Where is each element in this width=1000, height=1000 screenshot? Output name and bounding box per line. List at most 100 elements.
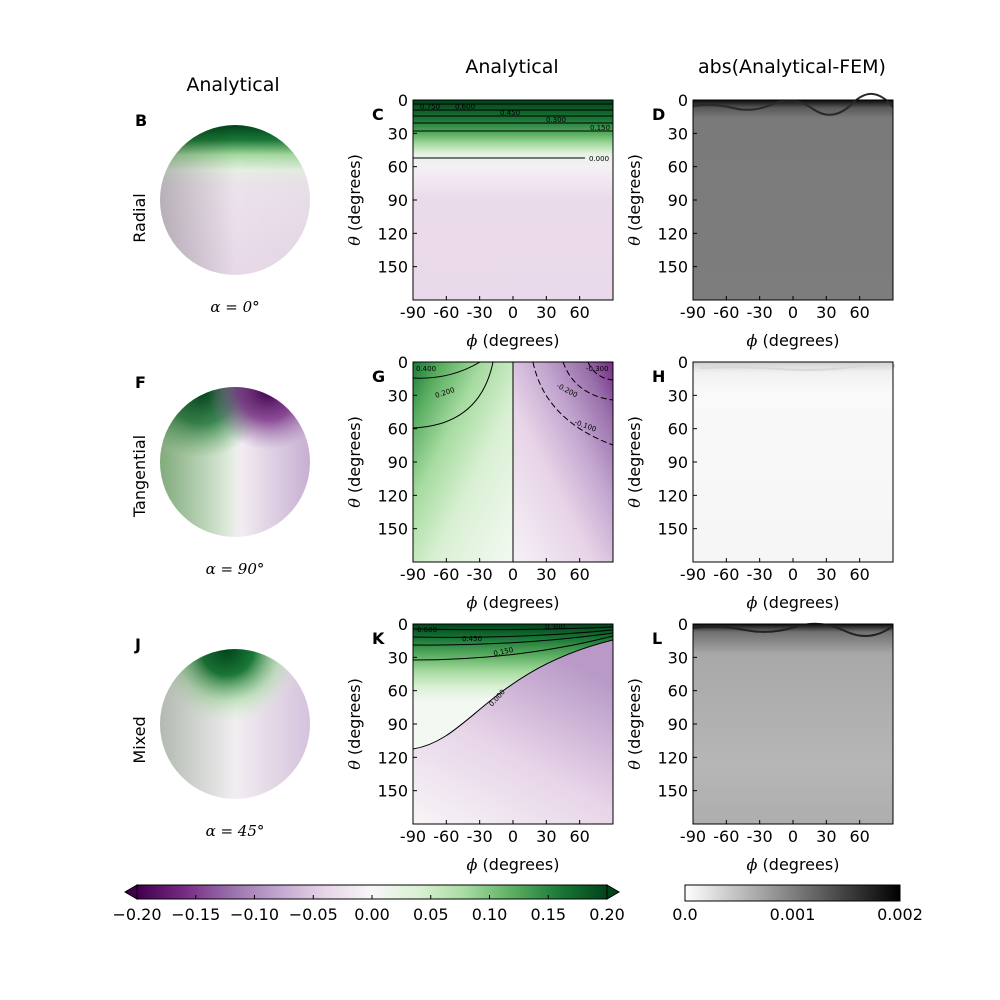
y-axis-text: (degrees) [345, 678, 364, 755]
x-tick-label: -60 [433, 565, 459, 584]
contour-K-0.60 [413, 626, 613, 631]
x-tick-label: -30 [747, 827, 773, 846]
panel-letter-K: K [372, 629, 385, 648]
panel-letter-H: H [652, 367, 665, 386]
y-tick-label: 60 [388, 158, 408, 177]
contour-label-C-5: 0.750 [420, 103, 440, 111]
x-tick-label: -30 [467, 303, 493, 322]
header-col2: Analytical [465, 56, 558, 78]
x-tick-label: -90 [400, 303, 426, 322]
y-axis-text: (degrees) [625, 416, 644, 493]
colorbar-error-ticks: 0.0 0.001 0.002 [672, 905, 923, 924]
x-axis-text: (degrees) [763, 331, 840, 350]
contour-G-0.20 [413, 362, 494, 429]
y-tick-label: 30 [668, 124, 688, 143]
panel-letter-F: F [135, 373, 146, 392]
x-axis-symbol: ϕ [747, 331, 763, 350]
x-axis-text: (degrees) [483, 593, 560, 612]
colorbar-error-tick-label: 0.002 [877, 905, 923, 924]
y-tick-label: 150 [657, 258, 688, 277]
y-tick-label: 90 [388, 715, 408, 734]
alpha-label-mixed: α = 45° [206, 822, 265, 840]
contour-label-C-3: 0.450 [500, 109, 520, 117]
y-axis-symbol: θ [345, 755, 364, 770]
contour-K-0.00 [413, 639, 613, 750]
panel-letter-C: C [372, 105, 384, 124]
contour-G-0.40 [413, 362, 481, 379]
x-tick-label: -60 [713, 303, 739, 322]
contour-K-0.45 [413, 629, 613, 638]
colorbar-tick-label: 0.15 [530, 905, 566, 924]
x-axis-text: (degrees) [763, 855, 840, 874]
y-tick-label: 90 [388, 453, 408, 472]
x-tick-label: 30 [816, 827, 836, 846]
x-axis-symbol: ϕ [467, 593, 483, 612]
heatmap-L [692, 622, 894, 825]
contour-G-neg0.10 [532, 362, 613, 446]
contour-label-C-0: 0.000 [589, 155, 609, 163]
x-tick-label: -60 [713, 827, 739, 846]
x-tick-label: 60 [569, 303, 589, 322]
y-axis-label: θ (degrees) [625, 154, 644, 246]
y-tick-label: 120 [657, 224, 688, 243]
y-tick-label: 30 [668, 386, 688, 405]
contour-label-K-1: 0.150 [493, 646, 514, 658]
x-axis-symbol: ϕ [467, 331, 483, 350]
y-tick-label: 60 [668, 158, 688, 177]
colorbar-error-tick-label: 0.001 [770, 905, 816, 924]
colorbar-tick-label: 0.10 [472, 905, 508, 924]
y-axis-label: θ (degrees) [345, 678, 364, 770]
y-axis-label: θ (degrees) [625, 416, 644, 508]
x-axis-label: ϕ (degrees) [747, 855, 840, 874]
y-axis-text: (degrees) [625, 154, 644, 231]
y-axis-text: (degrees) [625, 678, 644, 755]
y-axis-label: θ (degrees) [345, 416, 364, 508]
colorbar-error [684, 884, 901, 902]
x-tick-label: 30 [816, 565, 836, 584]
y-tick-label: 0 [398, 91, 408, 110]
y-axis-symbol: θ [625, 231, 644, 246]
y-tick-label: 60 [388, 420, 408, 439]
panel-letter-J: J [134, 635, 141, 654]
x-axis-label: ϕ (degrees) [467, 593, 560, 612]
x-tick-label: 0 [508, 827, 518, 846]
colorbar-tick-label: 0.00 [354, 905, 390, 924]
heatmap-C: 0.000 0.150 0.300 0.450 0.600 0.750 [412, 99, 614, 301]
contour-label-G-1: 0.400 [416, 365, 436, 373]
x-tick-label: 0 [788, 303, 798, 322]
contour-label-K-3: 0.450 [462, 635, 482, 643]
x-tick-label: -60 [433, 303, 459, 322]
x-axis-label: ϕ (degrees) [747, 331, 840, 350]
y-tick-label: 0 [678, 353, 688, 372]
sphere-radial [160, 125, 310, 275]
x-tick-label: 30 [536, 303, 556, 322]
y-axis-label: θ (degrees) [345, 154, 364, 246]
x-tick-label: 30 [536, 827, 556, 846]
x-axis-label: ϕ (degrees) [467, 855, 560, 874]
contour-label-C-2: 0.300 [546, 116, 566, 124]
y-tick-label: 150 [377, 782, 408, 801]
sphere-mixed [160, 649, 310, 799]
y-tick-label: 90 [668, 715, 688, 734]
x-tick-label: -90 [400, 827, 426, 846]
heatmap-D [692, 93, 894, 301]
colorbar-tick-label: 0.05 [413, 905, 449, 924]
y-axis-label: θ (degrees) [625, 678, 644, 770]
panel-letter-G: G [372, 367, 385, 386]
alpha-label-radial: α = 0° [210, 298, 259, 316]
x-tick-label: 0 [508, 565, 518, 584]
y-tick-label: 0 [398, 353, 408, 372]
y-tick-label: 150 [657, 520, 688, 539]
x-axis-symbol: ϕ [747, 855, 763, 874]
row-label-radial: Radial [130, 193, 149, 242]
x-tick-label: 60 [849, 565, 869, 584]
x-tick-label: -90 [680, 827, 706, 846]
header-col3: abs(Analytical-FEM) [698, 56, 886, 78]
colorbar-error-tick-label: 0.0 [672, 905, 697, 924]
x-tick-label: 0 [788, 827, 798, 846]
x-tick-label: -90 [680, 303, 706, 322]
y-tick-label: 120 [377, 748, 408, 767]
